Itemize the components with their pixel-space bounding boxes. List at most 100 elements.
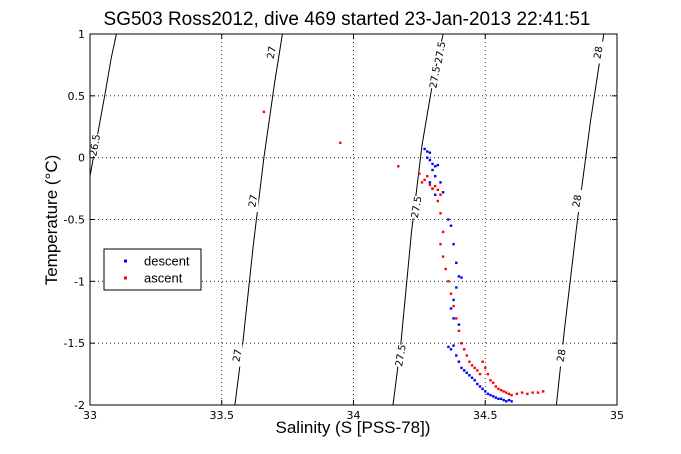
- descent-point: [428, 181, 432, 184]
- contour-label: 27: [232, 348, 245, 362]
- descent-point: [455, 354, 458, 357]
- descent-point: [452, 243, 455, 246]
- ascent-point: [492, 381, 495, 384]
- ascent-point: [455, 317, 458, 320]
- contour-label: 27.5: [410, 195, 425, 219]
- descent-point: [449, 224, 453, 227]
- descent-point: [457, 323, 461, 326]
- descent-point: [455, 261, 458, 264]
- legend-box: [103, 248, 202, 291]
- contour-label-background: [411, 196, 422, 219]
- ascent-point: [484, 366, 487, 370]
- ascent-point: [481, 360, 484, 363]
- ascent-point: [434, 184, 437, 188]
- data-points: [262, 110, 545, 403]
- descent-point: [499, 397, 503, 400]
- y-ticks: 1 0.5 0 -0.5 -1 -1.5 -2: [64, 28, 617, 412]
- x-tick-label: 34: [347, 409, 361, 422]
- descent-point: [452, 344, 455, 347]
- descent-point: [452, 298, 455, 302]
- ascent-point: [439, 212, 442, 215]
- descent-point: [457, 275, 461, 278]
- ascent-point: [423, 178, 426, 182]
- descent-point: [426, 156, 429, 159]
- x-tick-label: 35: [610, 409, 624, 422]
- ascent-point: [441, 230, 445, 234]
- ascent-point: [420, 181, 424, 184]
- contour-label-background: [90, 134, 101, 157]
- ascent-point: [449, 292, 453, 295]
- ascent-point: [460, 342, 463, 345]
- ascent-point: [441, 255, 445, 258]
- legend-marker-descent: [124, 259, 127, 263]
- ascent-point: [473, 366, 476, 370]
- descent-point: [431, 168, 434, 172]
- contour-label: 27.5: [434, 41, 449, 65]
- ascent-point: [510, 393, 513, 397]
- ascent-point: [515, 392, 519, 396]
- ascent-point: [478, 372, 482, 376]
- ascent-point: [444, 267, 447, 271]
- ascent-point: [397, 165, 400, 168]
- ascent-point: [470, 364, 474, 367]
- ascent-point: [439, 243, 442, 246]
- contour-label: 27: [266, 45, 279, 59]
- contour-label-background: [266, 41, 277, 64]
- descent-point: [478, 385, 482, 388]
- x-ticks: 33 33.5 34 34.5 35: [83, 34, 624, 422]
- contour-label-background: [556, 344, 567, 367]
- descent-point: [449, 348, 453, 351]
- descent-point: [460, 366, 463, 370]
- ascent-point: [497, 387, 500, 391]
- ascent-point: [536, 391, 540, 394]
- contour-label-background: [593, 41, 604, 64]
- ascent-point: [502, 390, 505, 393]
- descent-point: [481, 387, 484, 391]
- descent-point: [434, 193, 437, 196]
- legend-label-ascent: ascent: [144, 271, 183, 286]
- contour-label-background: [232, 344, 243, 367]
- descent-point: [428, 158, 432, 162]
- descent-point: [492, 395, 495, 398]
- contour-label: 26.5: [88, 133, 103, 157]
- descent-point: [465, 371, 468, 374]
- ascent-point: [426, 175, 429, 178]
- y-tick-label: 1: [78, 28, 85, 41]
- chart-title: SG503 Ross2012, dive 469 started 23-Jan-…: [104, 9, 591, 30]
- ascent-point: [339, 141, 342, 144]
- ascent-point: [436, 199, 439, 203]
- ascent-point: [526, 392, 529, 396]
- ascent-point: [436, 188, 439, 191]
- descent-point: [434, 175, 437, 178]
- ascent-point: [494, 385, 497, 388]
- descent-point: [428, 151, 432, 154]
- ascent-point: [463, 348, 466, 351]
- y-tick-label: -1.5: [64, 337, 85, 350]
- legend: descent ascent: [103, 248, 202, 291]
- y-tick-label: 0: [78, 152, 85, 165]
- x-tick-label: 33: [83, 409, 97, 422]
- descent-point: [484, 390, 487, 393]
- x-axis-label: Salinity (S [PSS-78]): [276, 418, 431, 437]
- descent-point: [447, 345, 450, 349]
- ascent-point: [431, 187, 434, 190]
- legend-marker-ascent: [124, 276, 127, 280]
- descent-point: [470, 376, 474, 379]
- ascent-point: [520, 391, 524, 394]
- descent-point: [431, 162, 434, 166]
- descent-point: [452, 317, 455, 320]
- ascent-point: [507, 392, 511, 396]
- plot-area: [90, 34, 617, 405]
- descent-point: [476, 382, 479, 386]
- descent-point: [423, 147, 426, 151]
- y-tick-label: -2: [74, 399, 85, 412]
- descent-point: [468, 374, 471, 377]
- ascent-point: [499, 389, 503, 392]
- descent-point: [447, 218, 450, 221]
- ascent-point: [542, 390, 545, 393]
- contour-label-background: [248, 189, 259, 212]
- ascent-point: [439, 193, 442, 196]
- contour-label-background: [430, 66, 441, 89]
- descent-point: [441, 191, 445, 194]
- descent-point: [439, 181, 442, 184]
